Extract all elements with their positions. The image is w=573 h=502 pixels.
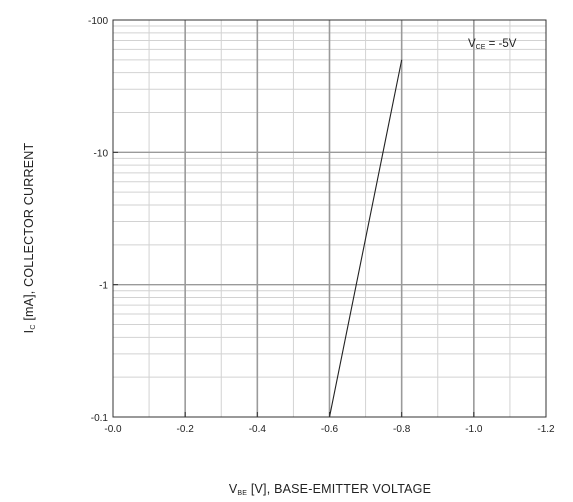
series-line bbox=[328, 59, 403, 418]
x-axis-title-sub: BE bbox=[237, 490, 247, 497]
y-axis-title-rest: [mA], COLLECTOR CURRENT bbox=[22, 143, 36, 325]
x-tick-label: -0.4 bbox=[249, 424, 267, 435]
x-tick-label: -0.6 bbox=[321, 424, 339, 435]
x-axis-title-main: V bbox=[229, 482, 238, 496]
y-tick-label: -0.1 bbox=[91, 413, 109, 424]
y-axis-title: IC [mA], COLLECTOR CURRENT bbox=[22, 143, 37, 334]
annotation-sub: CE bbox=[476, 44, 486, 51]
vce-annotation: VCE = -5V bbox=[468, 38, 517, 51]
x-tick-label: -1.0 bbox=[465, 424, 483, 435]
y-axis-title-main: I bbox=[22, 330, 36, 334]
x-axis-title-rest: [V], BASE-EMITTER VOLTAGE bbox=[247, 482, 431, 496]
x-tick-label: -0.8 bbox=[393, 424, 411, 435]
y-tick-label: -10 bbox=[94, 148, 109, 159]
annotation-rest: = -5V bbox=[485, 38, 516, 50]
y-axis-title-sub: C bbox=[30, 324, 37, 329]
y-tick-labels: -0.1 -1 -10 -100 bbox=[88, 16, 108, 424]
x-axis-title: VBE [V], BASE-EMITTER VOLTAGE bbox=[229, 482, 431, 497]
x-tick-labels: -0.0 -0.2 -0.4 -0.6 -0.8 -1.0 -1.2 bbox=[104, 424, 555, 435]
y-tick-label: -1 bbox=[99, 281, 108, 292]
major-grid bbox=[113, 20, 546, 417]
annotation-main: V bbox=[468, 38, 476, 50]
x-tick-label: -0.2 bbox=[177, 424, 195, 435]
y-tick-label: -100 bbox=[88, 16, 108, 27]
tick-marks bbox=[112, 19, 547, 418]
x-tick-label: -0.0 bbox=[104, 424, 122, 435]
series-layer bbox=[328, 59, 403, 418]
x-tick-label: -1.2 bbox=[537, 424, 555, 435]
